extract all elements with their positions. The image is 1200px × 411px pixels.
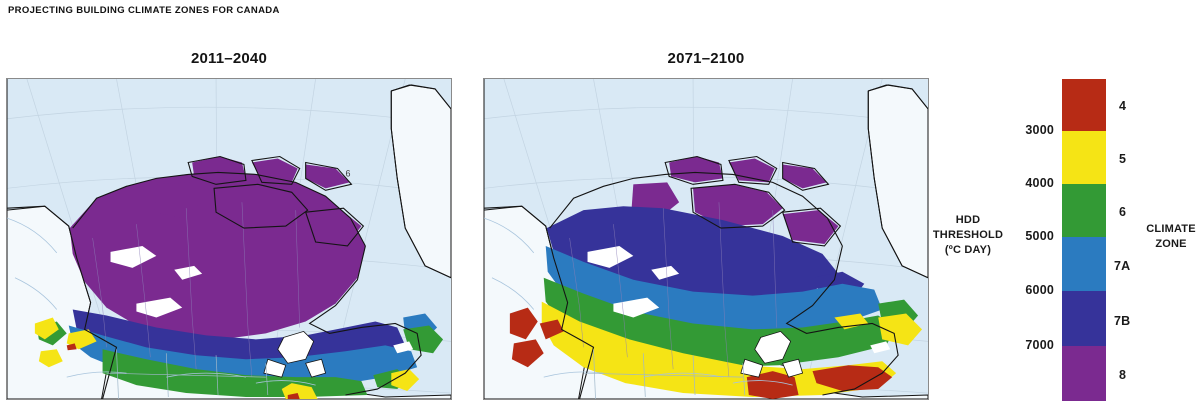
rivers [7, 217, 316, 386]
zone-5-nova-scotia [391, 369, 420, 392]
zone-4-windsor [287, 393, 300, 399]
colorbar-band-5[interactable] [1062, 131, 1106, 184]
us-state-boundaries [583, 349, 746, 399]
zone-4-vancouver-island [511, 339, 544, 368]
rivers [484, 217, 793, 386]
map-graphic-right [484, 79, 928, 399]
zone-tick-8: 8 [1119, 368, 1127, 382]
map-panel-2071-2100[interactable] [483, 78, 929, 400]
zone-tick-5: 5 [1119, 152, 1127, 166]
hdd-caption-line-2: THRESHOLD [932, 229, 1004, 241]
hdd-tick-3000: 3000 [1025, 123, 1054, 137]
zone-4-interior-bc [539, 319, 564, 340]
zone-caption-line-1: CLIMATE [1146, 223, 1196, 235]
zone-tick-6: 6 [1119, 205, 1127, 219]
colorbar-band-8[interactable] [1062, 346, 1106, 401]
zone-5-bc-coast [34, 317, 59, 340]
zone-6-newfoundland [403, 325, 444, 354]
hdd-tick-5000: 5000 [1025, 229, 1054, 243]
zone-5-newfoundland [878, 313, 923, 346]
hdd-threshold-caption: HDD THRESHOLD (ºC DAY) [928, 213, 1008, 258]
us-state-boundaries [106, 349, 269, 399]
zone-5-vancouver-island [38, 349, 63, 368]
lakes [110, 245, 414, 378]
zone-tick-4: 4 [1119, 99, 1127, 113]
coastline [7, 84, 451, 399]
colorbar-band-7a[interactable] [1062, 237, 1106, 291]
page-title: PROJECTING BUILDING CLIMATE ZONES FOR CA… [8, 5, 280, 16]
map-number-label: 6 [345, 168, 350, 178]
zone-4-bc-coast-north [509, 307, 538, 340]
coastline [484, 84, 928, 399]
map-panel-2011-2040[interactable]: 6 [6, 78, 452, 400]
hdd-tick-4000: 4000 [1025, 176, 1054, 190]
map-graphic-left: 6 [7, 79, 451, 399]
zone-caption-line-2: ZONE [1155, 238, 1187, 250]
zone-4-southern-ontario [746, 371, 799, 399]
province-boundaries [92, 202, 300, 378]
zone-8-region [69, 156, 366, 340]
panel-title-left: 2011–2040 [190, 50, 268, 67]
hdd-caption-line-3: (ºC DAY) [944, 244, 992, 256]
province-boundaries [569, 202, 777, 378]
climate-zone-colorbar[interactable] [1062, 79, 1106, 401]
zone-4-maritimes [812, 365, 893, 392]
lakes [587, 245, 891, 378]
hdd-tick-6000: 6000 [1025, 283, 1054, 297]
zone-tick-7a: 7A [1114, 259, 1131, 273]
zone-5-region [541, 301, 897, 398]
zone-tick-7b: 7B [1114, 314, 1131, 328]
colorbar-band-4[interactable] [1062, 79, 1106, 131]
colorbar-band-6[interactable] [1062, 184, 1106, 237]
zone-4-bc-coast [66, 343, 77, 351]
climate-zone-caption: CLIMATE ZONE [1142, 222, 1200, 252]
panel-title-right: 2071–2100 [667, 50, 745, 67]
colorbar-band-7b[interactable] [1062, 291, 1106, 346]
hdd-tick-7000: 7000 [1025, 338, 1054, 352]
hdd-caption-line-1: HDD [955, 214, 981, 226]
